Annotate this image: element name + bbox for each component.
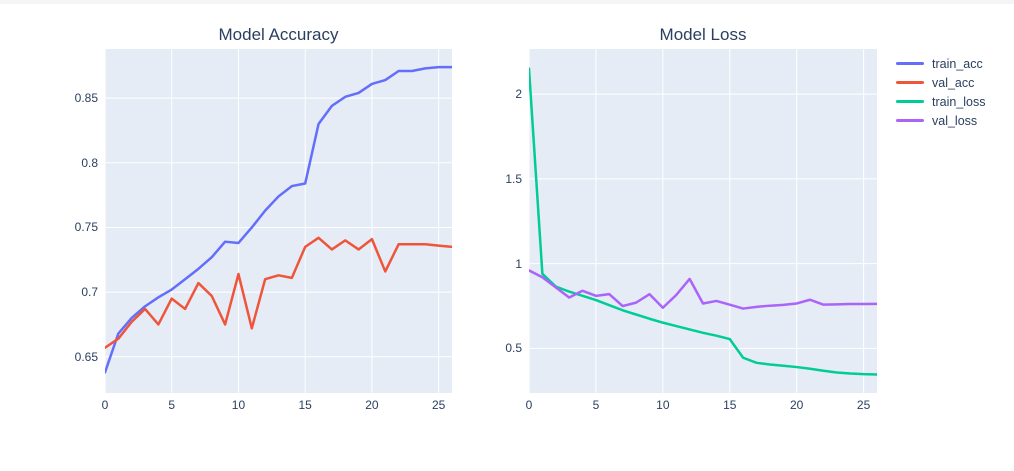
legend: train_acc val_acc train_loss val_loss (896, 54, 986, 130)
y-tick-label: 0.85 (74, 91, 98, 106)
val_loss-line (529, 269, 877, 310)
x-tick-label: 20 (790, 398, 804, 412)
legend-item-train_acc[interactable]: train_acc (896, 54, 986, 73)
legend-label: train_acc (932, 56, 983, 71)
plot-area[interactable] (105, 49, 452, 393)
plot-area[interactable] (529, 49, 877, 393)
x-tick-label: 5 (592, 398, 600, 412)
y-tick-label: 2 (515, 87, 522, 102)
legend-line-swatch (896, 119, 924, 122)
y-tick-label: 1 (515, 256, 522, 271)
train_acc-line (105, 65, 452, 374)
y-tick-label: 0.7 (81, 285, 98, 300)
train_loss-line (529, 67, 877, 376)
y-tick-label: 0.65 (74, 349, 98, 364)
x-tick-label: 25 (431, 398, 446, 412)
legend-line-swatch (896, 81, 924, 84)
x-tick-label: 20 (365, 398, 379, 412)
legend-label: val_acc (932, 75, 975, 90)
legend-item-train_loss[interactable]: train_loss (896, 92, 986, 111)
y-tick-label: 0.5 (505, 341, 522, 356)
legend-line-swatch (896, 100, 924, 103)
legend-label: val_loss (932, 113, 978, 128)
x-tick-label: 0 (525, 398, 533, 412)
x-tick-label: 15 (298, 398, 312, 412)
x-tick-label: 0 (101, 398, 109, 412)
legend-item-val_acc[interactable]: val_acc (896, 73, 986, 92)
x-tick-label: 25 (856, 398, 871, 412)
chart-title: Model Accuracy (218, 25, 339, 44)
chart-title: Model Loss (659, 25, 747, 44)
y-tick-label: 0.8 (81, 155, 98, 170)
y-tick-label: 0.75 (74, 220, 98, 235)
x-tick-label: 5 (168, 398, 176, 412)
legend-line-swatch (896, 62, 924, 65)
x-tick-label: 10 (231, 398, 246, 412)
x-tick-label: 15 (723, 398, 737, 412)
y-tick-label: 1.5 (505, 171, 522, 186)
window-edge-strip (0, 0, 1014, 4)
legend-label: train_loss (932, 94, 986, 109)
x-tick-label: 10 (656, 398, 670, 412)
val_acc-line (105, 236, 452, 349)
legend-item-val_loss[interactable]: val_loss (896, 111, 986, 130)
